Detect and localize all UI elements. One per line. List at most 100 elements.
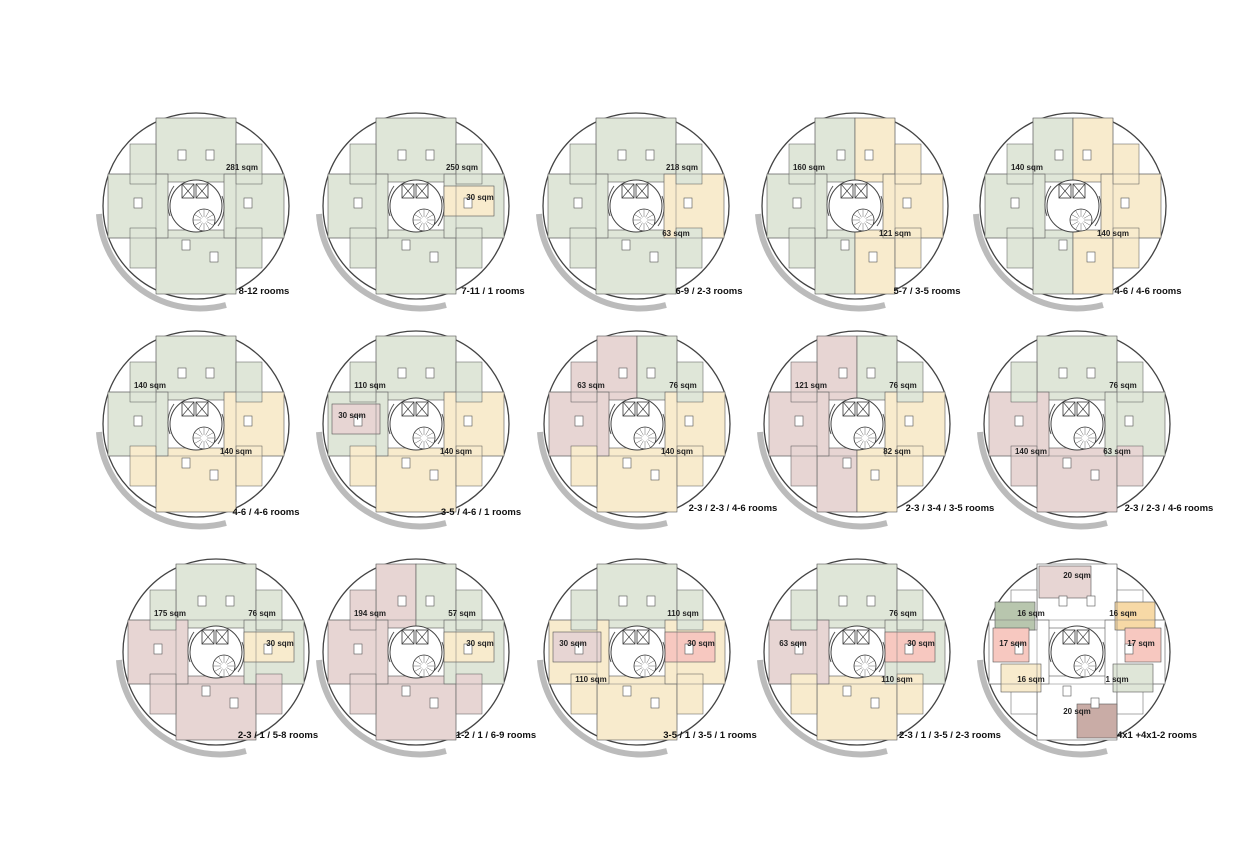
corner-block [1116,445,1144,487]
core-arc [1098,641,1106,673]
elevator-cross [854,183,868,199]
plan-caption: 4x1 +4x1-2 rooms [1117,730,1197,741]
balcony-arc [757,431,888,530]
bottom-unit [155,447,237,513]
top-unit-a [814,117,856,183]
floor-plan-14: 76 sqm 63 sqm 30 sqm 110 sqm 2-3 / 1 / 3-5 /… [757,558,1001,758]
stair-tread [205,440,210,448]
floor-plan-11: 175 sqm 76 sqm 30 sqm 2-3 / 1 / 5-8 rooms [116,558,318,758]
corner-block [455,445,483,487]
area-label: 16 sqm [1017,675,1045,684]
bathroom-fixture [209,251,219,263]
core-arc [1098,413,1106,445]
core-arc [437,641,445,673]
elevator-cross [415,183,429,199]
corner-block [790,673,818,715]
bathroom-fixture [1010,197,1020,209]
stair-tread [1086,428,1091,436]
stair-tread [859,440,864,448]
bathroom-fixture [573,197,583,209]
area-label: 76 sqm [889,609,917,618]
corner-block [235,143,263,185]
bathroom-fixture [243,415,253,427]
corner-block [349,445,377,487]
core-arc [437,195,445,227]
corner-block [129,143,157,185]
area-label: 175 sqm [154,609,186,618]
bathroom-fixture [866,367,876,379]
stair-tread [425,668,430,676]
area-label: 63 sqm [779,639,807,648]
core-arc [237,641,245,673]
bathroom-fixture [425,367,435,379]
floor-plan-8: 63 sqm 76 sqm 140 sqm 2-3 / 2-3 / 4-6 rooms [537,330,777,530]
stair-tread [866,428,871,436]
area-label: 121 sqm [795,381,827,390]
core-arc [387,631,395,663]
stair-tread [859,656,864,664]
top-unit-a [596,335,638,401]
stair-tread [647,439,655,444]
area-label: 110 sqm [575,675,607,684]
area-label: 76 sqm [889,381,917,390]
core-arc [878,413,886,445]
area-label: 76 sqm [248,609,276,618]
area-label: 63 sqm [1103,447,1131,456]
top-unit [595,117,677,183]
elevator-cross [215,629,229,645]
stair-tread [867,439,875,444]
bathroom-fixture [870,469,880,481]
floor-plan-2: 250 sqm 30 sqm 7-11 / 1 rooms [316,112,525,312]
bathroom-fixture [1086,367,1096,379]
corner-block [675,143,703,185]
bathroom-fixture [1014,643,1024,655]
corner-block [676,361,704,403]
bathroom-fixture [209,469,219,481]
bathroom-fixture [1090,697,1100,709]
elevator-cross [181,401,195,417]
corner-block [1116,361,1144,403]
area-label: 30 sqm [266,639,294,648]
bottom-unit [595,229,677,295]
bathroom-fixture [617,149,627,161]
stair-tread [1071,214,1079,219]
area-label: 63 sqm [577,381,605,390]
area-label: 110 sqm [354,381,386,390]
stair-tread [214,660,222,665]
top-unit-a [816,335,858,401]
stair-tread [1082,210,1087,218]
top-unit-b [1072,117,1114,183]
corner-block [455,227,483,269]
floor-plan-9: 121 sqm 76 sqm 82 sqm 2-3 / 3-4 / 3-5 rooms [757,330,994,530]
bathroom-fixture [794,415,804,427]
corner-block [1010,445,1038,487]
corner-block [569,227,597,269]
stair-tread [426,660,434,665]
stair-tread [866,440,871,448]
right-unit [223,173,285,239]
elevator-cross [622,401,636,417]
stair-tread [865,221,873,226]
plan-caption: 8-12 rooms [239,286,290,297]
balcony-arc [316,659,447,758]
bathroom-fixture [1086,251,1096,263]
elevator-cross [401,183,415,199]
corner-block [349,589,377,631]
stair-tread [646,221,654,226]
bathroom-fixture [205,367,215,379]
corner-block [570,673,598,715]
bathroom-fixture [646,595,656,607]
corner-block [149,673,177,715]
area-label: 140 sqm [1011,163,1043,172]
corner-block [349,227,377,269]
stair-tread [639,428,644,436]
top-unit [175,563,257,629]
core-arc [828,403,836,435]
floor-plan-13: 110 sqm 30 sqm 30 sqm 110 sqm 3-5 / 1 / 3-5 … [537,558,757,758]
area-label: 140 sqm [134,381,166,390]
stair-tread [853,214,861,219]
bathroom-fixture [794,643,804,655]
stair-tread [1087,432,1095,437]
stair-tread [414,660,422,665]
corner-block [788,227,816,269]
